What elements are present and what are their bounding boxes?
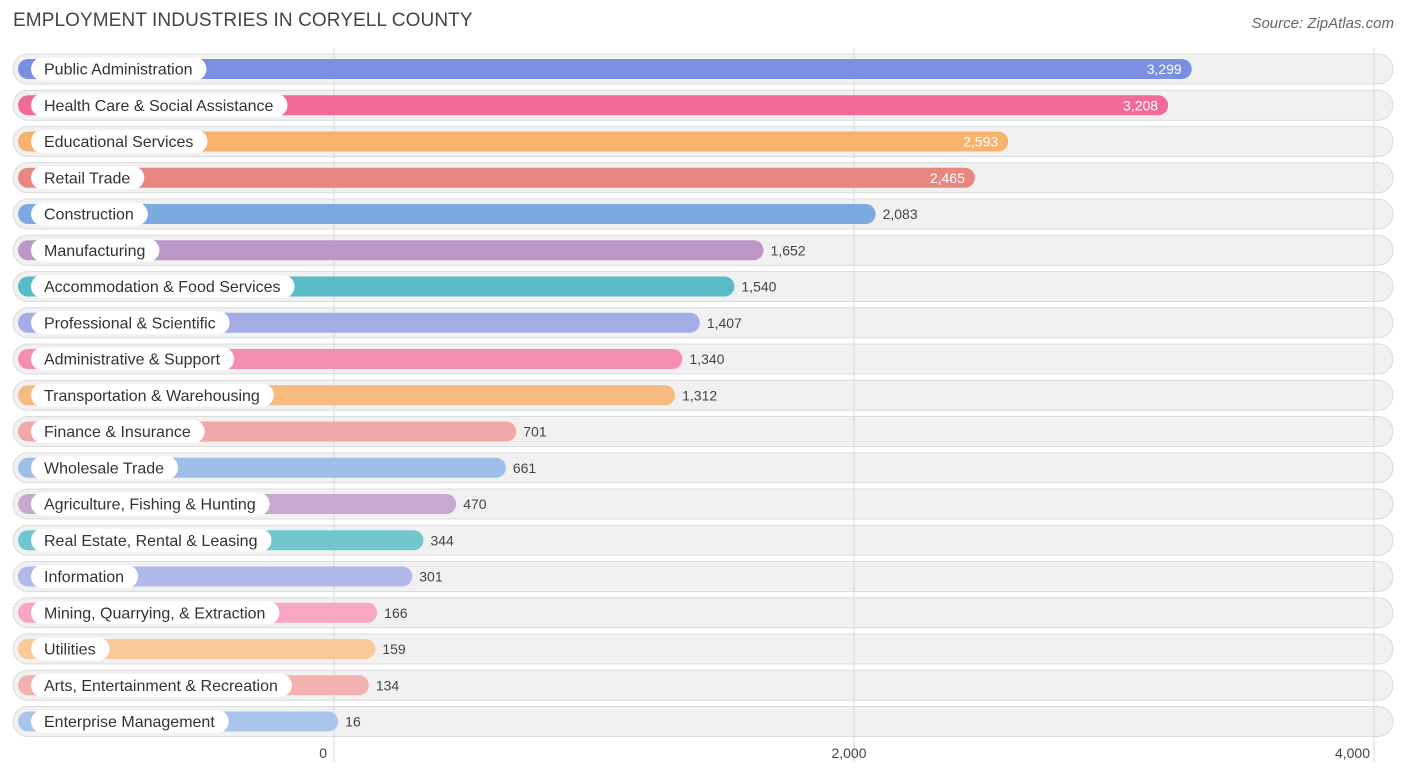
category-label: Educational Services: [44, 134, 193, 151]
x-tick-label: 4,000: [1335, 745, 1370, 761]
category-label: Utilities: [44, 642, 96, 659]
value-label: 2,593: [963, 134, 998, 150]
category-label-pill: [31, 57, 207, 81]
value-label: 301: [419, 569, 443, 585]
category-label-pill: [31, 565, 139, 588]
category-label: Administrative & Support: [44, 352, 221, 369]
category-label-pill: [31, 383, 274, 407]
category-label-pill: [31, 492, 270, 516]
x-tick-label: 2,000: [831, 745, 866, 761]
value-label: 1,540: [741, 279, 776, 295]
value-label: 661: [513, 460, 537, 476]
value-label: 1,312: [682, 387, 717, 403]
category-label-pill: [31, 456, 179, 480]
bar: [18, 240, 764, 261]
category-label: Mining, Quarrying, & Extraction: [44, 605, 265, 622]
chart-source: Source: ZipAtlas.com: [1251, 15, 1394, 32]
category-label: Wholesale Trade: [44, 460, 164, 477]
category-label: Agriculture, Fishing & Hunting: [44, 497, 256, 514]
x-tick-label: 0: [319, 745, 327, 761]
category-label: Finance & Insurance: [44, 424, 191, 441]
value-label: 3,208: [1123, 97, 1158, 113]
value-label: 344: [430, 532, 454, 548]
category-label-pill: [31, 347, 235, 371]
category-label: Real Estate, Rental & Leasing: [44, 533, 257, 550]
value-label: 2,465: [930, 170, 965, 186]
category-label-pill: [31, 130, 208, 153]
category-label-pill: [31, 673, 292, 697]
value-label: 2,083: [883, 206, 918, 222]
category-label-pill: [31, 710, 229, 733]
bar: [18, 131, 1009, 152]
category-label-pill: [31, 528, 272, 552]
value-label: 134: [376, 677, 400, 693]
value-label: 1,407: [707, 315, 742, 331]
category-label-pill: [31, 637, 110, 661]
value-label: 16: [345, 714, 361, 730]
category-label-pill: [31, 238, 160, 262]
category-label-pill: [31, 275, 295, 298]
category-label: Manufacturing: [44, 243, 145, 260]
category-label: Construction: [44, 207, 134, 224]
value-label: 159: [382, 641, 406, 657]
category-label-pill: [31, 93, 288, 117]
category-label: Information: [44, 569, 124, 586]
category-label: Enterprise Management: [44, 714, 215, 731]
category-label-pill: [31, 420, 205, 443]
bar: [18, 95, 1169, 116]
category-label: Professional & Scientific: [44, 315, 216, 332]
row-background: [12, 706, 1394, 737]
category-label: Arts, Entertainment & Recreation: [44, 678, 278, 695]
category-label-pill: [31, 166, 145, 190]
bar: [18, 204, 876, 224]
category-label-pill: [31, 601, 280, 625]
value-label: 1,652: [771, 242, 806, 258]
bar: [18, 59, 1192, 79]
category-label: Health Care & Social Assistance: [44, 98, 274, 115]
value-label: 701: [523, 424, 547, 440]
category-label: Accommodation & Food Services: [44, 279, 281, 296]
category-label: Public Administration: [44, 62, 193, 79]
category-label-pill: [31, 311, 230, 335]
category-label: Retail Trade: [44, 170, 130, 187]
bar: [18, 167, 975, 188]
category-label: Transportation & Warehousing: [44, 388, 260, 405]
value-label: 3,299: [1147, 61, 1182, 77]
value-label: 1,340: [689, 351, 724, 367]
value-label: 470: [463, 496, 487, 512]
chart-title: EMPLOYMENT INDUSTRIES IN CORYELL COUNTY: [13, 10, 473, 31]
category-label-pill: [31, 202, 148, 226]
value-label: 166: [384, 605, 408, 621]
